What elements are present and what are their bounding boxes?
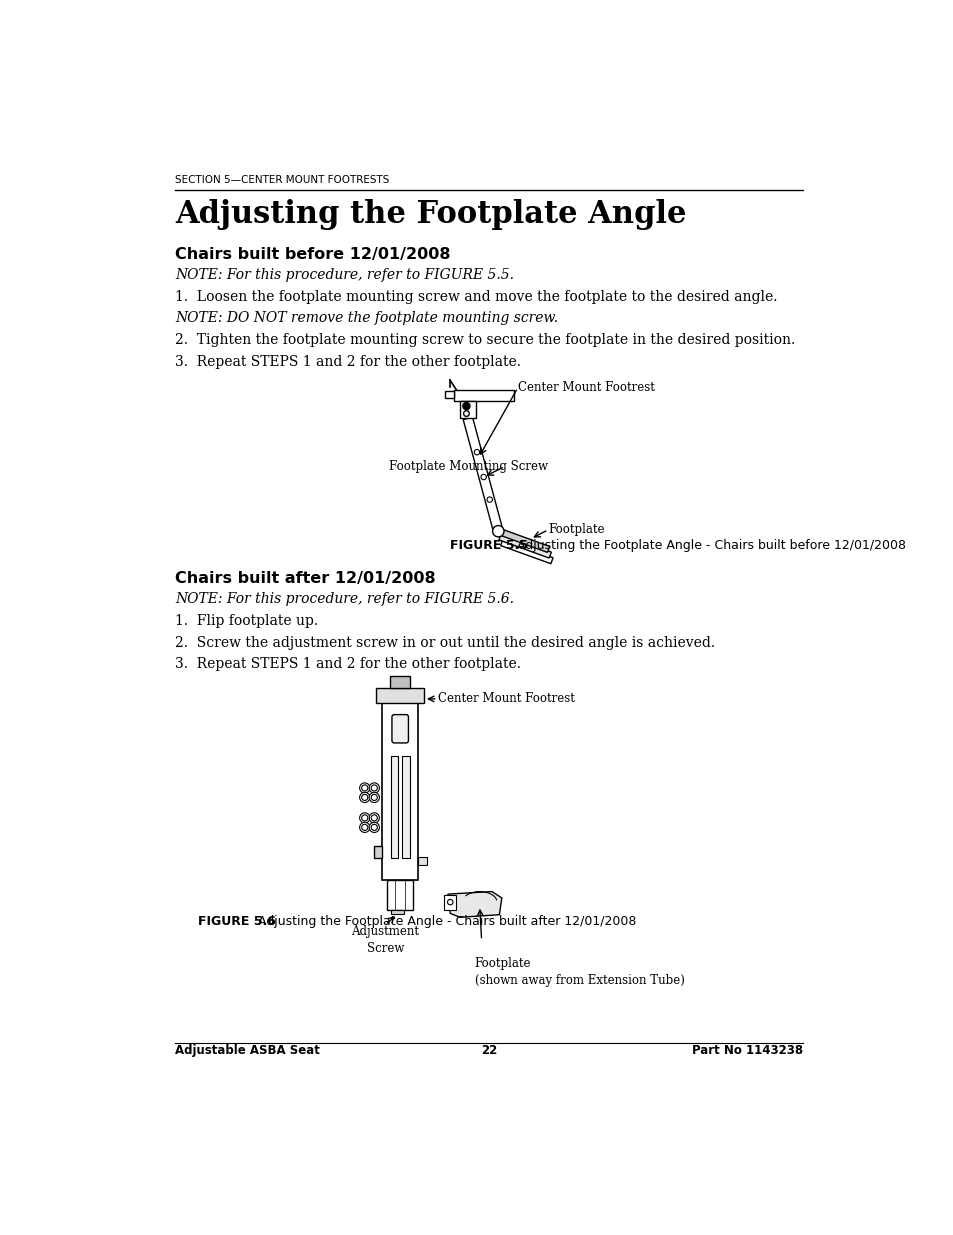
- Circle shape: [480, 474, 486, 479]
- Polygon shape: [500, 540, 553, 563]
- Bar: [401, 756, 410, 858]
- Text: Adjusting the Footplate Angle - Chairs built before 12/01/2008: Adjusting the Footplate Angle - Chairs b…: [504, 538, 905, 552]
- Circle shape: [359, 793, 370, 803]
- Circle shape: [371, 815, 377, 821]
- Text: Chairs built before 12/01/2008: Chairs built before 12/01/2008: [174, 247, 450, 262]
- Text: Part No 1143238: Part No 1143238: [691, 1044, 802, 1057]
- Circle shape: [369, 823, 379, 832]
- Polygon shape: [463, 417, 502, 532]
- Circle shape: [492, 526, 503, 537]
- Text: NOTE: For this procedure, refer to FIGURE 5.6.: NOTE: For this procedure, refer to FIGUR…: [174, 593, 514, 606]
- Bar: [391, 910, 403, 914]
- Circle shape: [463, 411, 469, 416]
- Bar: [390, 677, 410, 688]
- Text: SECTION 5—CENTER MOUNT FOOTRESTS: SECTION 5—CENTER MOUNT FOOTRESTS: [174, 175, 389, 185]
- Polygon shape: [498, 534, 551, 558]
- Circle shape: [359, 783, 370, 793]
- Text: Footplate: Footplate: [548, 524, 604, 536]
- Circle shape: [462, 403, 470, 410]
- Text: Adjustable ASBA Seat: Adjustable ASBA Seat: [174, 1044, 319, 1057]
- Circle shape: [371, 824, 377, 830]
- Circle shape: [487, 496, 492, 503]
- Text: 22: 22: [480, 1044, 497, 1057]
- Text: Adjustment
Screw: Adjustment Screw: [351, 925, 418, 955]
- Text: 2.  Tighten the footplate mounting screw to secure the footplate in the desired : 2. Tighten the footplate mounting screw …: [174, 333, 795, 347]
- Circle shape: [447, 899, 453, 905]
- Text: NOTE: DO NOT remove the footplate mounting screw.: NOTE: DO NOT remove the footplate mounti…: [174, 311, 558, 326]
- Text: Chairs built after 12/01/2008: Chairs built after 12/01/2008: [174, 571, 436, 585]
- Circle shape: [361, 785, 368, 790]
- Text: Adjusting the Footplate Angle - Chairs built after 12/01/2008: Adjusting the Footplate Angle - Chairs b…: [246, 915, 636, 929]
- Bar: [374, 846, 382, 858]
- Text: Footplate
(shown away from Extension Tube): Footplate (shown away from Extension Tub…: [475, 957, 684, 988]
- Bar: [459, 401, 476, 419]
- Polygon shape: [497, 529, 549, 552]
- Text: 3.  Repeat STEPS 1 and 2 for the other footplate.: 3. Repeat STEPS 1 and 2 for the other fo…: [174, 354, 520, 368]
- Text: 1.  Loosen the footplate mounting screw and move the footplate to the desired an: 1. Loosen the footplate mounting screw a…: [174, 290, 777, 304]
- Text: FIGURE 5.6: FIGURE 5.6: [198, 915, 275, 929]
- Circle shape: [369, 783, 379, 793]
- Bar: [390, 756, 398, 858]
- Circle shape: [361, 815, 368, 821]
- Polygon shape: [447, 892, 501, 918]
- Text: NOTE: For this procedure, refer to FIGURE 5.5.: NOTE: For this procedure, refer to FIGUR…: [174, 268, 514, 283]
- Text: Footplate Mounting Screw: Footplate Mounting Screw: [389, 459, 548, 473]
- Text: Center Mount Footrest: Center Mount Footrest: [437, 693, 574, 705]
- Bar: [382, 704, 417, 879]
- Text: Adjusting the Footplate Angle: Adjusting the Footplate Angle: [174, 199, 686, 230]
- Circle shape: [369, 793, 379, 803]
- Bar: [417, 857, 427, 866]
- Text: Center Mount Footrest: Center Mount Footrest: [517, 382, 654, 394]
- Bar: [444, 894, 456, 909]
- Bar: [375, 688, 424, 704]
- Text: 2.  Screw the adjustment screw in or out until the desired angle is achieved.: 2. Screw the adjustment screw in or out …: [174, 636, 715, 650]
- Text: 3.  Repeat STEPS 1 and 2 for the other footplate.: 3. Repeat STEPS 1 and 2 for the other fo…: [174, 657, 520, 671]
- Circle shape: [359, 823, 370, 832]
- Circle shape: [369, 813, 379, 823]
- Text: 1.  Flip footplate up.: 1. Flip footplate up.: [174, 614, 318, 629]
- Circle shape: [361, 824, 368, 830]
- Circle shape: [474, 450, 479, 454]
- Circle shape: [359, 813, 370, 823]
- Bar: [387, 879, 413, 910]
- Bar: [444, 390, 453, 398]
- Circle shape: [371, 785, 377, 790]
- Circle shape: [371, 794, 377, 800]
- FancyBboxPatch shape: [392, 715, 408, 743]
- Circle shape: [361, 794, 368, 800]
- Bar: [453, 390, 514, 401]
- Text: FIGURE 5.5: FIGURE 5.5: [450, 538, 527, 552]
